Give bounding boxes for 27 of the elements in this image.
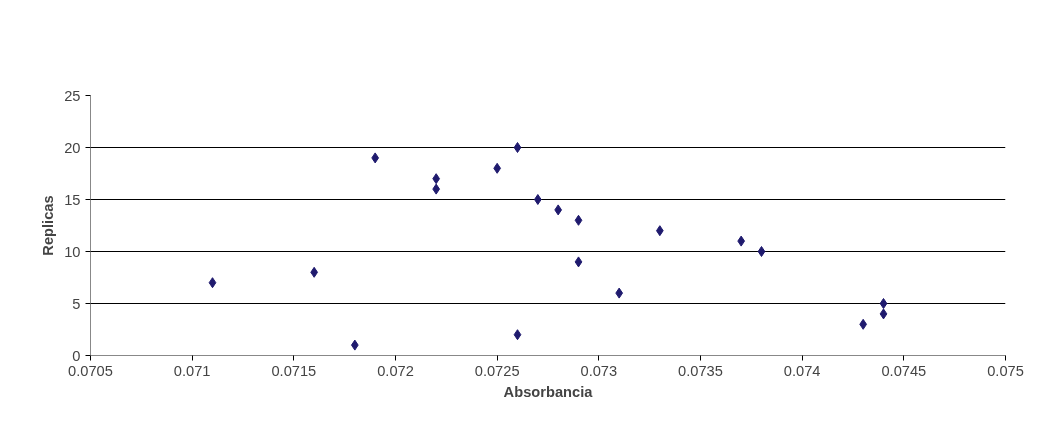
y-tick-label: 10 (64, 243, 81, 260)
y-axis-title: Replicas (40, 195, 57, 256)
y-tick-label: 0 (72, 347, 81, 364)
point (879, 308, 888, 320)
point (534, 194, 542, 205)
x-tick-label: 0.073 (580, 362, 618, 379)
point (574, 214, 583, 226)
point (574, 256, 583, 268)
x-tick-label: 0.074 (783, 362, 821, 379)
y-tick-label: 20 (64, 139, 81, 156)
x-tick-label: 0.075 (987, 362, 1024, 379)
x-tick-label: 0.071 (173, 362, 211, 379)
y-tick-label: 15 (64, 191, 81, 208)
point (513, 329, 522, 341)
x-tick-label: 0.072 (377, 362, 414, 379)
x-tick-label: 0.0725 (474, 362, 520, 379)
point (757, 246, 766, 257)
point (513, 142, 522, 153)
y-tick-label: 25 (64, 87, 81, 104)
y-tick-label: 5 (72, 295, 81, 312)
x-axis-title: Absorbancia (503, 383, 594, 400)
x-tick-label: 0.0745 (881, 362, 927, 379)
point (208, 277, 217, 289)
x-tick-label: 0.0715 (271, 362, 317, 379)
point (879, 298, 888, 309)
x-tick-label: 0.0735 (678, 362, 723, 379)
x-tick-label: 0.0705 (68, 362, 113, 379)
